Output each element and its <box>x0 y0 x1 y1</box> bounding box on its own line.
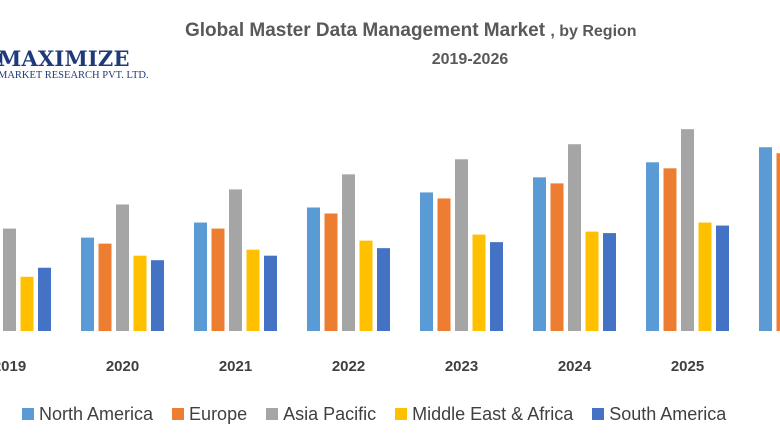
bar-2020-asia-pacific <box>116 204 129 331</box>
bar-2021-middle-east-africa <box>246 249 260 331</box>
x-tick-label: 2024 <box>558 358 592 375</box>
legend-label: North America <box>39 404 154 424</box>
x-tick-label: 2019 <box>0 358 26 375</box>
x-tick-label: 2022 <box>332 358 365 375</box>
legend-swatch <box>22 408 34 420</box>
bar-2023-north-america <box>420 192 433 331</box>
legend-swatch <box>172 408 185 420</box>
chart-subtitle: 2019-2026 <box>431 51 509 68</box>
legend-label: Middle East & Africa <box>412 404 574 424</box>
bar-2021-north-america <box>194 222 207 331</box>
bar-2024-asia-pacific <box>568 144 581 331</box>
bar-2022-asia-pacific <box>342 174 355 331</box>
legend-swatch <box>395 408 408 420</box>
logo-mark-icon <box>0 50 2 66</box>
bar-2026-europe <box>776 153 780 331</box>
bar-2020-europe <box>98 243 112 331</box>
bar-2024-south-america <box>603 233 616 331</box>
bar-2023-middle-east-africa <box>472 234 486 331</box>
bar-2021-south-america <box>264 255 277 331</box>
legend-label: Asia Pacific <box>283 404 377 424</box>
bar-2024-middle-east-africa <box>585 231 599 331</box>
legend-item: North America <box>22 404 153 425</box>
legend-item: Asia Pacific <box>266 404 376 425</box>
bar-2023-south-america <box>490 242 503 331</box>
bar-2025-asia-pacific <box>681 129 694 331</box>
legend-item: Europe <box>172 404 247 425</box>
x-tick-label: 2020 <box>106 358 139 375</box>
x-tick-label: 2023 <box>445 358 478 375</box>
legend-label: Europe <box>189 404 248 424</box>
legend-label: South America <box>609 404 727 424</box>
chart-title: Global Master Data Management Market , b… <box>185 20 637 42</box>
bar-2021-asia-pacific <box>229 189 242 331</box>
legend-swatch <box>592 408 605 420</box>
legend-item: Middle East & Africa <box>395 404 573 425</box>
x-tick-labels: 20192020202120222023202420252026 <box>0 358 704 375</box>
chart-legend: North America Europe Asia Pacific Middle Ea… <box>22 404 745 428</box>
chart-title-text: Global Master Data Management Market <box>185 20 546 41</box>
bar-2022-europe <box>324 213 338 331</box>
bar-2024-europe <box>550 183 564 331</box>
bar-2023-europe <box>437 198 451 331</box>
bar-2021-europe <box>211 228 225 331</box>
bar-2024-north-america <box>533 177 546 331</box>
legend-swatch <box>266 408 279 420</box>
bars-group <box>3 129 780 331</box>
bar-2022-north-america <box>307 207 320 331</box>
logo-name: MAXIMIZE <box>0 46 130 71</box>
bar-2019-south-america <box>38 267 51 331</box>
bar-2019-middle-east-africa <box>20 276 34 331</box>
bar-2025-south-america <box>716 225 729 331</box>
bar-2020-north-america <box>81 237 94 331</box>
bar-2026-north-america <box>759 147 772 331</box>
bar-2025-europe <box>663 168 677 331</box>
bar-2025-north-america <box>646 162 659 331</box>
bar-2019-asia-pacific <box>3 228 16 331</box>
bar-2022-middle-east-africa <box>359 240 373 331</box>
bar-2025-middle-east-africa <box>698 222 712 331</box>
company-logo: MAXIMIZE MARKET RESEARCH PVT. LTD. <box>0 44 156 84</box>
legend-item: South America <box>592 404 726 425</box>
bar-2020-middle-east-africa <box>133 255 147 331</box>
x-tick-label: 2021 <box>219 358 252 375</box>
logo-subtitle: MARKET RESEARCH PVT. LTD. <box>0 70 149 81</box>
bar-2022-south-america <box>377 248 390 331</box>
x-tick-label: 2025 <box>671 358 704 375</box>
bar-2020-south-america <box>151 260 164 331</box>
chart-title-suffix: , by Region <box>550 23 637 40</box>
bar-2023-asia-pacific <box>455 159 468 331</box>
